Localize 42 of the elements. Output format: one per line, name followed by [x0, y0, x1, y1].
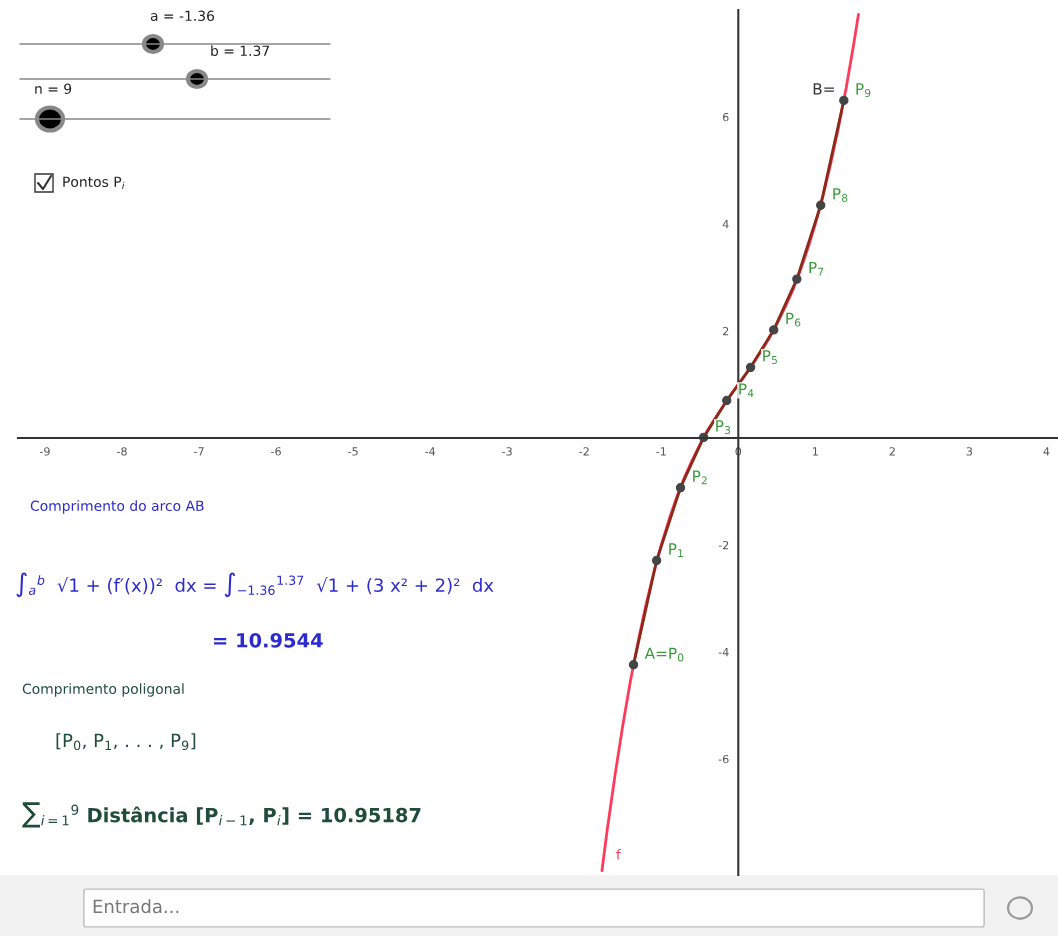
annotation: = 10.9544: [214, 632, 323, 648]
annotation: [P$_{0}$, P$_{1}$, . . . , P$_{9}$]: [56, 733, 196, 751]
annotation: P$_{1}$: [669, 543, 683, 557]
y-tick-label: 6: [722, 112, 729, 122]
y-tick-label: 2: [723, 326, 729, 336]
annotation: B=: [813, 83, 834, 95]
annotation: ∑$_{i=1}$$^{9}$ Distância [P$_{i−1}$, P$_{i}$] = 10.95187: [22, 802, 421, 828]
x-tick-label: -5: [348, 447, 358, 456]
x-tick-label: 4: [1043, 447, 1050, 456]
annotation: P$_{4}$: [739, 383, 754, 398]
annotation: P$_{5}$: [763, 350, 777, 365]
annotation: ∫$_{a}$$^{b}$ √1 + (f′(x))² dx = ∫$_{−1.36}$$^{1.37}$ √1 + (3 x² + 2)² dx: [16, 572, 494, 598]
annotation: P$_{2}$: [693, 470, 707, 485]
annotation: P$_{6}$: [786, 312, 801, 327]
y-tick-label: 4: [722, 220, 729, 229]
annotation: P$_{7}$: [809, 261, 824, 276]
x-tick-label: 1: [813, 447, 818, 456]
annotation: A=P$_{0}$: [644, 647, 684, 662]
y-tick-label: -6: [718, 754, 729, 764]
x-tick-label: 2: [889, 447, 895, 456]
x-tick-label: -6: [271, 447, 281, 456]
annotation: b = 1.37: [211, 45, 270, 57]
x-tick-label: -7: [194, 447, 204, 456]
series-label: f: [616, 849, 621, 860]
x-tick-label: -1: [656, 447, 666, 456]
x-tick-label: 3: [966, 447, 973, 456]
annotation: a = -1.36: [150, 10, 215, 22]
x-tick-label: -2: [579, 447, 589, 456]
x-tick-label: -9: [39, 447, 50, 456]
annotation: P$_{3}$: [716, 420, 731, 435]
x-tick-label: -8: [117, 447, 127, 456]
annotation: Comprimento poligonal: [22, 683, 184, 697]
y-tick-label: -2: [718, 540, 729, 550]
annotation: P$_{8}$: [833, 188, 848, 202]
text: Entrada...: [93, 899, 179, 914]
y-tick-label: -4: [718, 648, 729, 657]
annotation: Comprimento do arco AB: [30, 500, 204, 514]
x-tick-label: -4: [425, 447, 436, 456]
annotation: P$_{9}$: [856, 83, 871, 98]
x-tick-label: -3: [502, 447, 512, 456]
annotation: Pontos P$_{i}$: [63, 176, 125, 190]
annotation: n = 9: [35, 83, 72, 95]
